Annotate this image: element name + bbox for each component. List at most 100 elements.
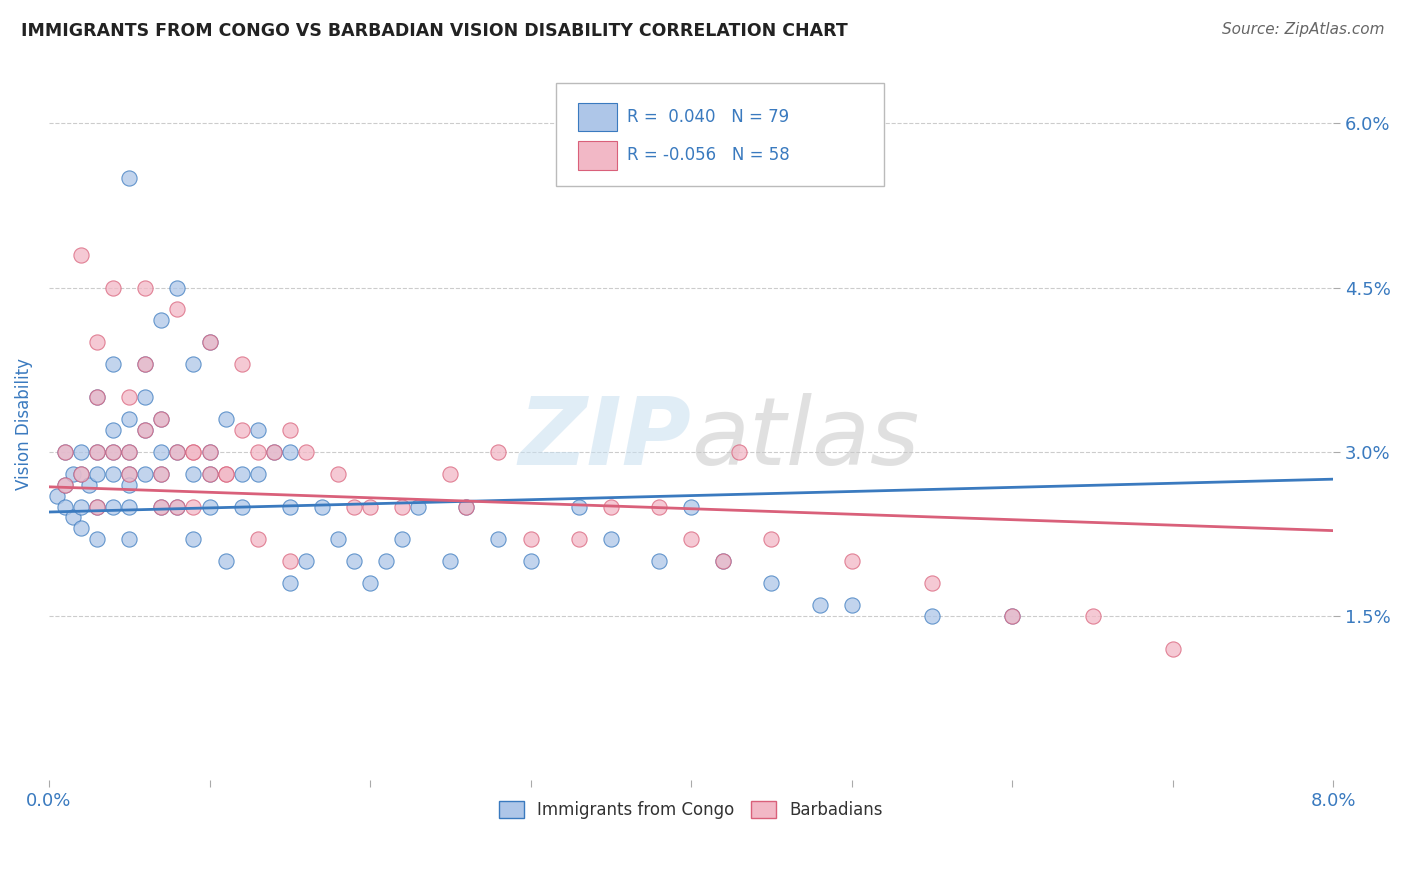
Point <box>70 467 93 481</box>
Point <box>118 477 141 491</box>
Point <box>359 576 381 591</box>
Point <box>808 598 831 612</box>
Point <box>681 500 703 514</box>
Point <box>118 467 141 481</box>
Y-axis label: Vision Disability: Vision Disability <box>15 359 32 491</box>
Point <box>150 412 173 426</box>
Point <box>456 500 478 514</box>
Point <box>648 554 671 568</box>
Legend: Immigrants from Congo, Barbadians: Immigrants from Congo, Barbadians <box>492 794 890 825</box>
Bar <box>578 103 617 131</box>
Point <box>86 500 108 514</box>
Point <box>231 357 253 371</box>
Text: IMMIGRANTS FROM CONGO VS BARBADIAN VISION DISABILITY CORRELATION CHART: IMMIGRANTS FROM CONGO VS BARBADIAN VISIO… <box>21 22 848 40</box>
Point <box>343 554 366 568</box>
Point <box>761 533 783 547</box>
Point <box>231 500 253 514</box>
Point <box>1161 641 1184 656</box>
Bar <box>578 141 617 169</box>
Point <box>166 280 188 294</box>
Point <box>648 500 671 514</box>
Point <box>118 500 141 514</box>
Point <box>70 521 93 535</box>
Point <box>134 357 156 371</box>
Point <box>921 609 943 624</box>
Point <box>728 444 751 458</box>
Point <box>77 477 100 491</box>
Point <box>134 390 156 404</box>
Point <box>70 248 93 262</box>
Point <box>326 467 349 481</box>
Point <box>488 533 510 547</box>
Point <box>134 357 156 371</box>
Point <box>519 533 541 547</box>
Point <box>761 576 783 591</box>
Point <box>921 576 943 591</box>
Point <box>53 444 76 458</box>
Point <box>150 500 173 514</box>
Point <box>711 554 734 568</box>
Point <box>103 444 125 458</box>
Point <box>568 533 591 547</box>
Text: Source: ZipAtlas.com: Source: ZipAtlas.com <box>1222 22 1385 37</box>
Point <box>278 554 301 568</box>
Point <box>150 412 173 426</box>
Point <box>150 444 173 458</box>
Point <box>166 444 188 458</box>
Point <box>263 444 285 458</box>
Point <box>86 390 108 404</box>
Point <box>118 444 141 458</box>
Point <box>198 335 221 350</box>
Point <box>103 444 125 458</box>
Point <box>70 500 93 514</box>
Point <box>62 467 84 481</box>
Point <box>53 477 76 491</box>
Point <box>214 467 236 481</box>
Point <box>134 467 156 481</box>
Point <box>150 313 173 327</box>
Point <box>311 500 333 514</box>
Point <box>166 444 188 458</box>
Point <box>70 444 93 458</box>
Point <box>246 444 269 458</box>
Point <box>295 554 318 568</box>
Point <box>150 500 173 514</box>
Point <box>166 302 188 317</box>
Point <box>118 171 141 186</box>
Point <box>118 390 141 404</box>
Point <box>1081 609 1104 624</box>
Point <box>183 500 205 514</box>
Point <box>841 598 863 612</box>
Point <box>246 423 269 437</box>
Point <box>86 467 108 481</box>
FancyBboxPatch shape <box>557 83 884 186</box>
Point <box>231 423 253 437</box>
Point <box>343 500 366 514</box>
Point <box>150 467 173 481</box>
Point <box>86 533 108 547</box>
Point <box>295 444 318 458</box>
Point <box>278 423 301 437</box>
Point <box>439 467 461 481</box>
Point <box>118 467 141 481</box>
Point <box>86 444 108 458</box>
Point <box>198 467 221 481</box>
Point <box>711 554 734 568</box>
Point <box>103 357 125 371</box>
Point <box>183 444 205 458</box>
Point <box>456 500 478 514</box>
Point <box>118 533 141 547</box>
Point <box>359 500 381 514</box>
Point <box>103 280 125 294</box>
Text: ZIP: ZIP <box>519 392 692 484</box>
Point <box>488 444 510 458</box>
Point <box>134 423 156 437</box>
Point <box>53 444 76 458</box>
Point <box>86 335 108 350</box>
Point <box>246 533 269 547</box>
Point <box>439 554 461 568</box>
Point <box>103 423 125 437</box>
Point <box>134 280 156 294</box>
Point <box>103 500 125 514</box>
Point <box>406 500 429 514</box>
